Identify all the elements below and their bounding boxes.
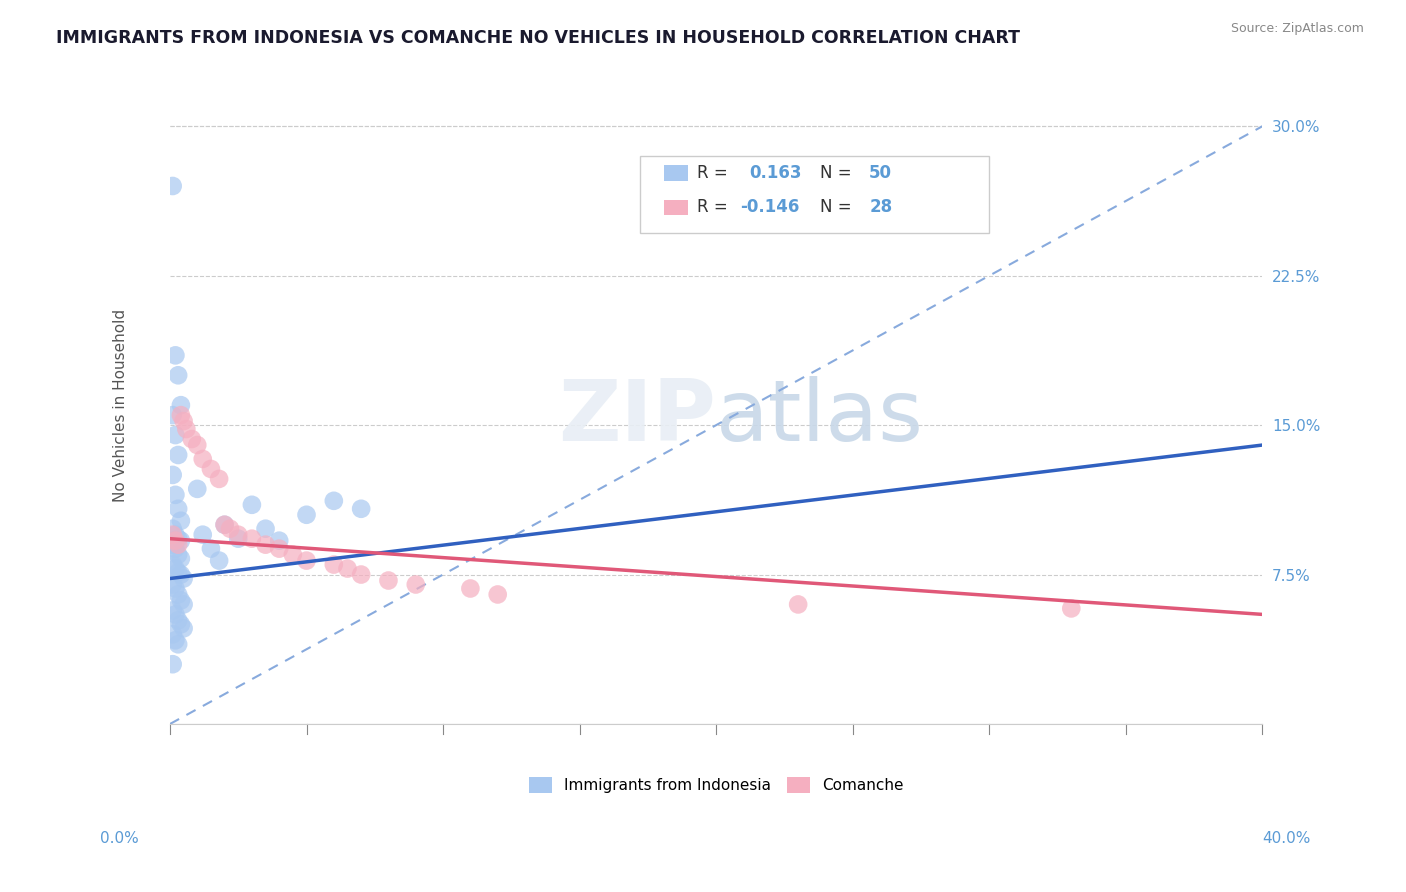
Point [170, 593, 193, 607]
Point [170, 551, 193, 566]
Point [162, 522, 184, 536]
Point [1060, 601, 1083, 615]
Point [165, 428, 187, 442]
Point [186, 438, 208, 452]
Point [165, 633, 187, 648]
Point [200, 462, 222, 476]
Point [167, 566, 190, 580]
Legend: Immigrants from Indonesia, Comanche: Immigrants from Indonesia, Comanche [523, 771, 910, 799]
Point [269, 533, 291, 548]
Point [173, 598, 195, 612]
Text: R =: R = [696, 164, 733, 182]
Point [170, 617, 193, 632]
Bar [664, 200, 688, 215]
Point [214, 517, 236, 532]
Point [200, 541, 222, 556]
Point [322, 558, 344, 572]
Point [787, 598, 810, 612]
Point [173, 621, 195, 635]
Point [162, 577, 184, 591]
Point [377, 574, 399, 588]
Point [226, 532, 249, 546]
Text: 28: 28 [869, 198, 893, 216]
Point [167, 501, 190, 516]
Point [162, 467, 184, 482]
Point [165, 488, 187, 502]
Text: 50: 50 [869, 164, 893, 182]
Point [191, 452, 214, 467]
Point [170, 408, 193, 422]
Text: IMMIGRANTS FROM INDONESIA VS COMANCHE NO VEHICLES IN HOUSEHOLD CORRELATION CHART: IMMIGRANTS FROM INDONESIA VS COMANCHE NO… [56, 29, 1021, 46]
Text: No Vehicles in Household: No Vehicles in Household [114, 309, 128, 501]
Text: N =: N = [820, 164, 856, 182]
Point [162, 527, 184, 541]
Text: 0.163: 0.163 [749, 164, 801, 182]
Point [322, 493, 344, 508]
Point [165, 541, 187, 556]
Point [167, 548, 190, 562]
Point [167, 613, 190, 627]
Point [167, 637, 190, 651]
Text: 40.0%: 40.0% [1263, 831, 1310, 846]
Point [186, 482, 208, 496]
Point [162, 408, 184, 422]
Point [170, 398, 193, 412]
Text: atlas: atlas [716, 376, 924, 459]
Point [170, 514, 193, 528]
Point [214, 517, 236, 532]
Point [165, 607, 187, 622]
Point [167, 538, 190, 552]
Point [219, 522, 242, 536]
Point [486, 587, 509, 601]
Point [460, 582, 482, 596]
FancyBboxPatch shape [640, 156, 990, 233]
Point [269, 541, 291, 556]
Point [240, 532, 263, 546]
Point [350, 567, 373, 582]
Point [336, 561, 359, 575]
Point [405, 577, 427, 591]
Point [170, 567, 193, 582]
Text: N =: N = [820, 198, 856, 216]
Point [162, 538, 184, 552]
Point [162, 627, 184, 641]
Point [208, 472, 231, 486]
Point [254, 538, 277, 552]
Point [180, 432, 202, 446]
Point [165, 527, 187, 541]
Point [191, 527, 214, 541]
Point [165, 561, 187, 575]
Text: Source: ZipAtlas.com: Source: ZipAtlas.com [1230, 22, 1364, 36]
Point [167, 532, 190, 546]
Point [173, 414, 195, 428]
Point [167, 368, 190, 383]
Point [165, 348, 187, 362]
Point [165, 582, 187, 596]
Point [162, 603, 184, 617]
Point [170, 533, 193, 548]
Text: 0.0%: 0.0% [100, 831, 139, 846]
Point [162, 558, 184, 572]
Bar [664, 165, 688, 181]
Text: -0.146: -0.146 [740, 198, 800, 216]
Point [240, 498, 263, 512]
Point [281, 548, 304, 562]
Point [208, 553, 231, 567]
Point [350, 501, 373, 516]
Point [173, 572, 195, 586]
Point [162, 657, 184, 672]
Point [295, 553, 318, 567]
Point [226, 527, 249, 541]
Point [165, 533, 187, 548]
Point [162, 179, 184, 194]
Point [176, 422, 198, 436]
Text: ZIP: ZIP [558, 376, 716, 459]
Point [295, 508, 318, 522]
Point [167, 587, 190, 601]
Text: R =: R = [696, 198, 733, 216]
Point [167, 448, 190, 462]
Point [254, 522, 277, 536]
